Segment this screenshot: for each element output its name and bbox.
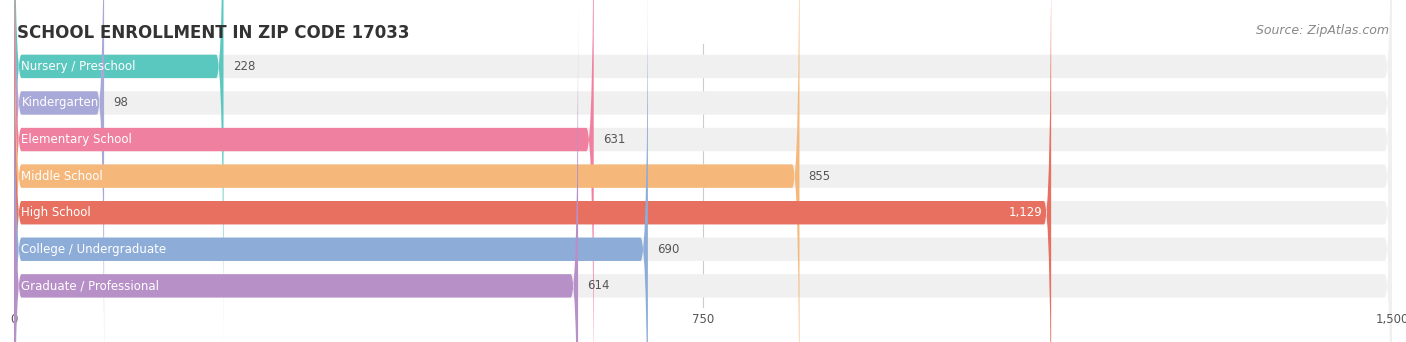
FancyBboxPatch shape (14, 0, 1392, 342)
FancyBboxPatch shape (14, 0, 1052, 342)
Text: Kindergarten: Kindergarten (21, 96, 98, 109)
FancyBboxPatch shape (14, 0, 1392, 342)
Text: Elementary School: Elementary School (21, 133, 132, 146)
Text: 855: 855 (808, 170, 831, 183)
Text: High School: High School (21, 206, 91, 219)
Text: College / Undergraduate: College / Undergraduate (21, 243, 166, 256)
FancyBboxPatch shape (14, 0, 1392, 342)
Text: 98: 98 (114, 96, 128, 109)
Text: Graduate / Professional: Graduate / Professional (21, 279, 159, 292)
Text: 614: 614 (588, 279, 610, 292)
Text: 631: 631 (603, 133, 626, 146)
FancyBboxPatch shape (14, 5, 578, 342)
Text: 1,129: 1,129 (1008, 206, 1042, 219)
Text: 228: 228 (232, 60, 254, 73)
FancyBboxPatch shape (14, 0, 1392, 342)
FancyBboxPatch shape (14, 0, 104, 342)
Text: SCHOOL ENROLLMENT IN ZIP CODE 17033: SCHOOL ENROLLMENT IN ZIP CODE 17033 (17, 24, 409, 42)
Text: 690: 690 (657, 243, 679, 256)
Text: Source: ZipAtlas.com: Source: ZipAtlas.com (1256, 24, 1389, 37)
FancyBboxPatch shape (14, 0, 648, 342)
FancyBboxPatch shape (14, 0, 1392, 342)
FancyBboxPatch shape (14, 5, 1392, 342)
Text: Middle School: Middle School (21, 170, 103, 183)
Text: Nursery / Preschool: Nursery / Preschool (21, 60, 136, 73)
FancyBboxPatch shape (14, 0, 800, 342)
FancyBboxPatch shape (14, 0, 1392, 342)
FancyBboxPatch shape (14, 0, 224, 342)
FancyBboxPatch shape (14, 0, 593, 342)
